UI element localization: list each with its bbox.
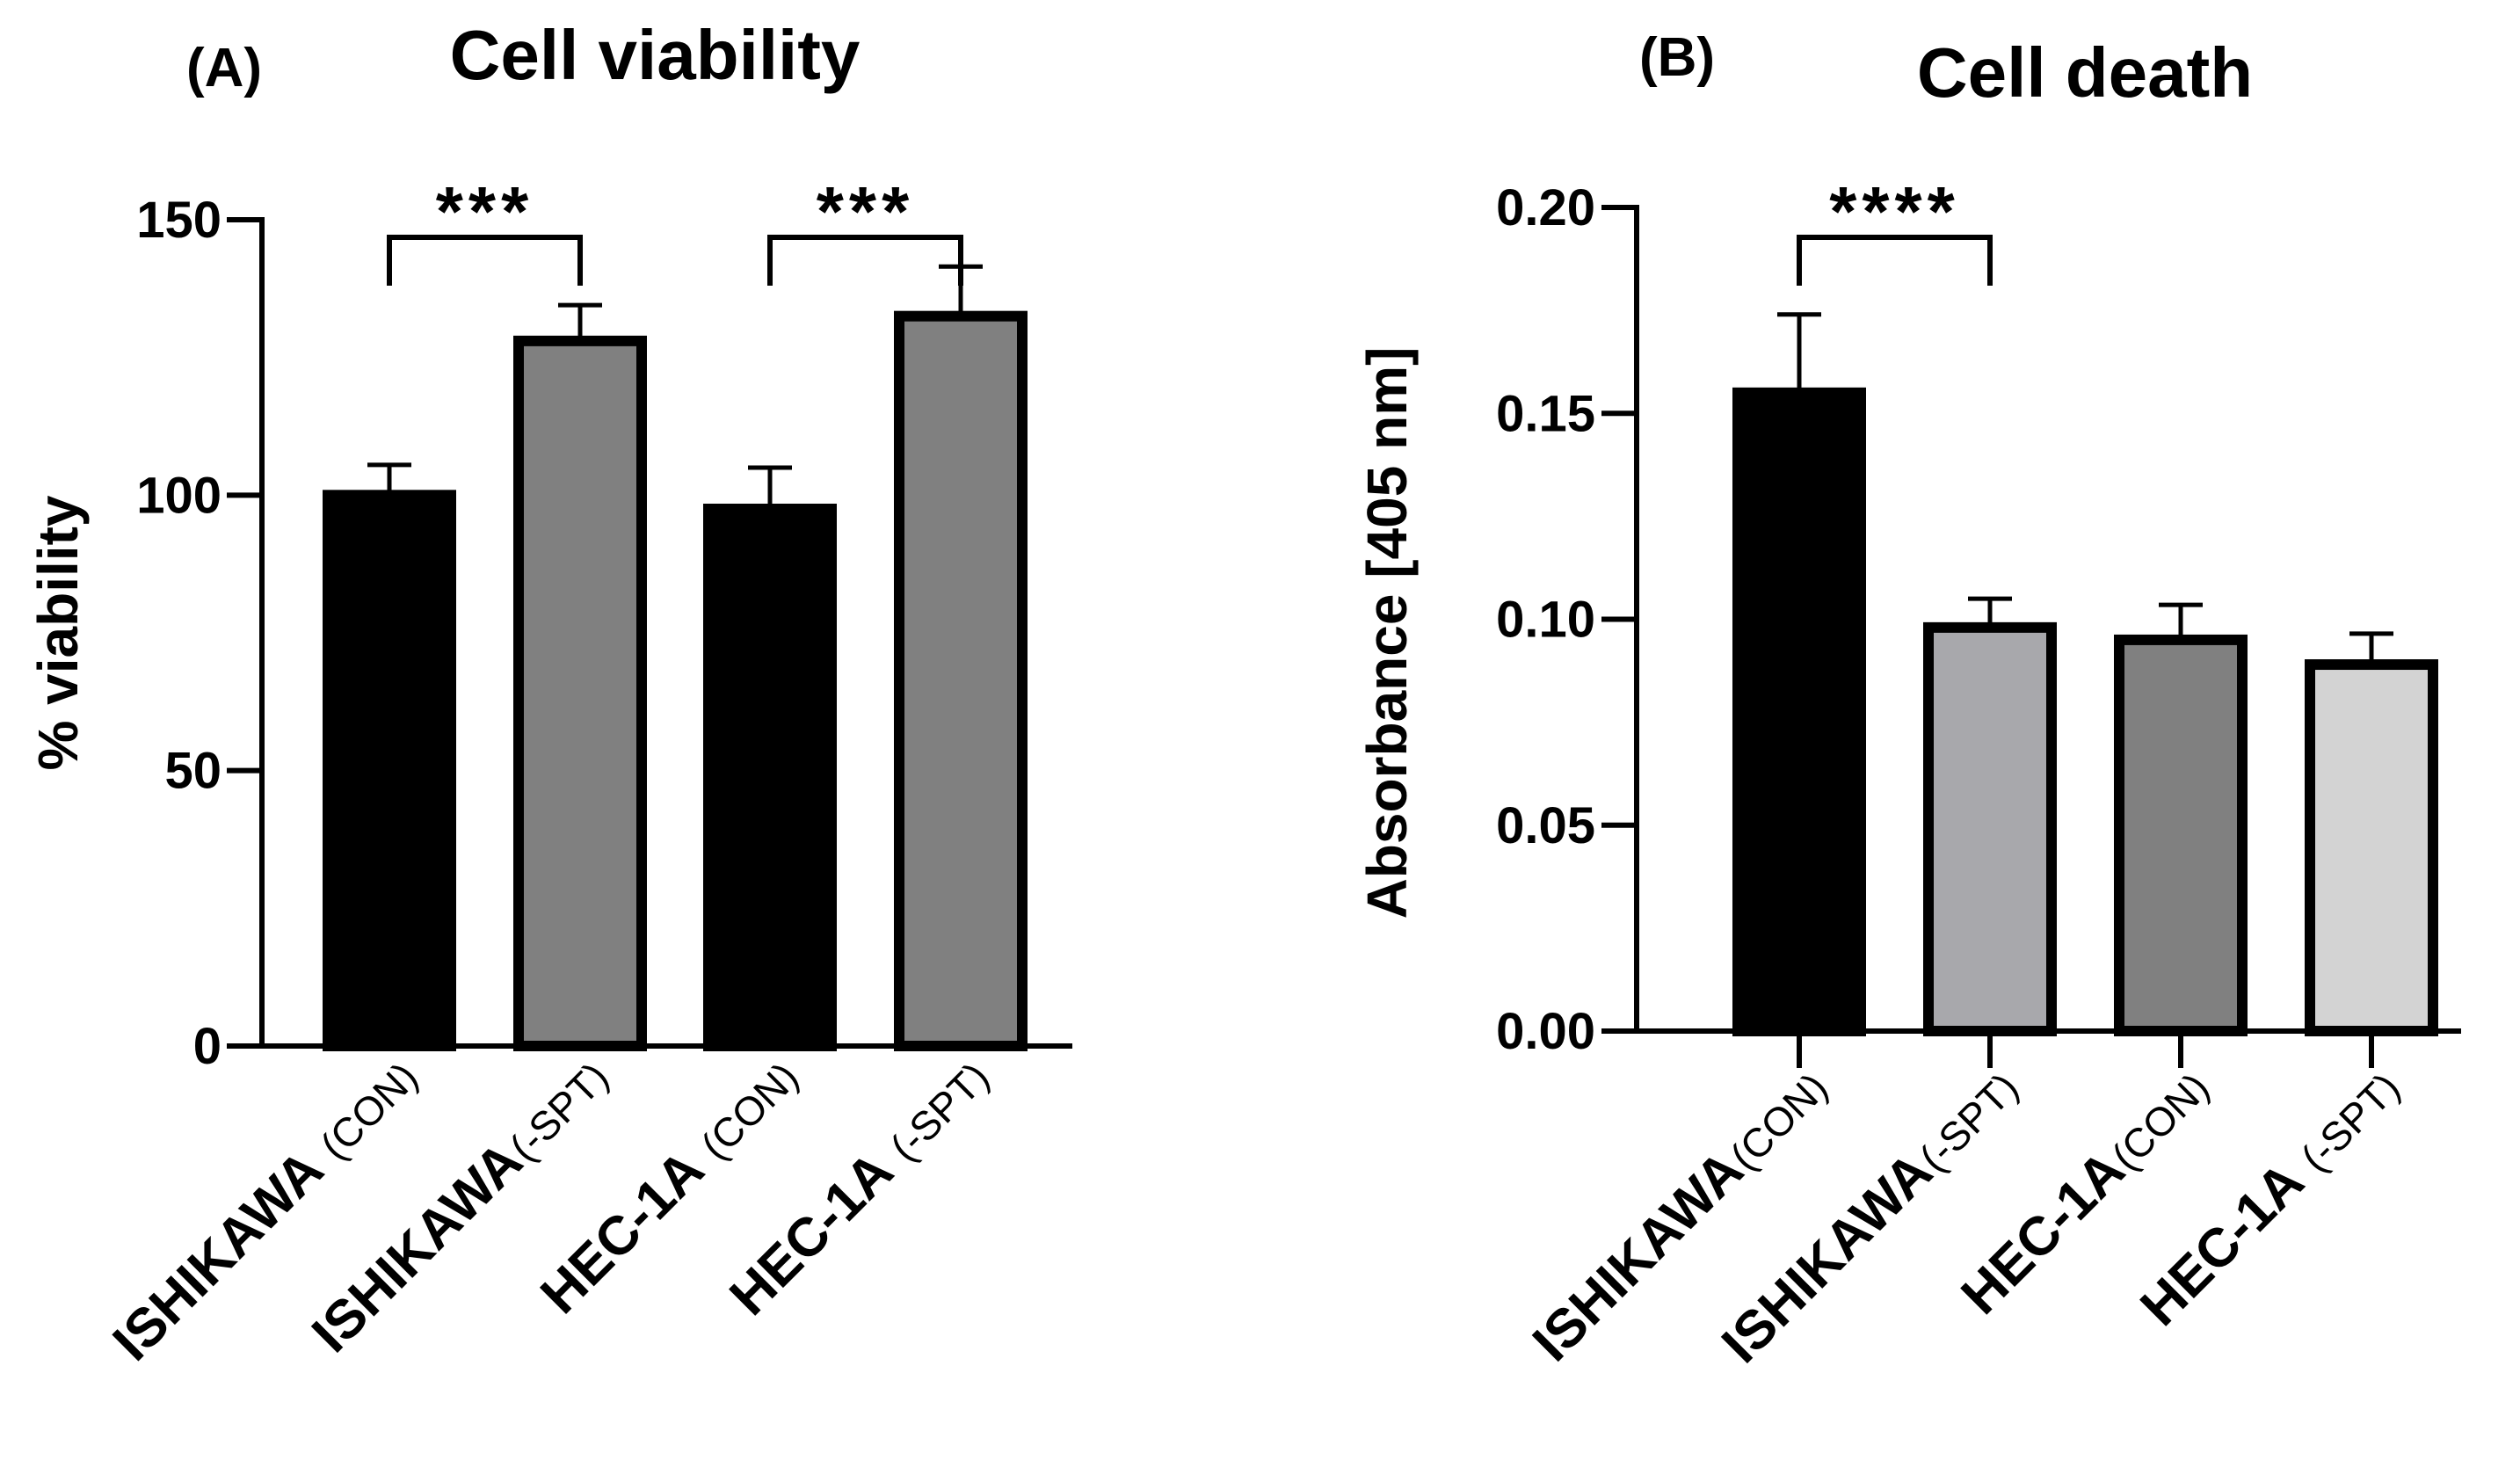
panel-a: (A) Cell viability % viability 0 50 100 150 ***… bbox=[26, 16, 1072, 1372]
panel-label: (A) bbox=[186, 38, 262, 98]
x-tick-label-sub: (-SPT) bbox=[2292, 1064, 2409, 1181]
panel-b: (B) Cell death Absorbance [405 nm] 0.00 0.05… bbox=[1355, 27, 2461, 1375]
bar bbox=[1923, 621, 2057, 1036]
x-tick-label-main: HEC-1A bbox=[2129, 1151, 2315, 1338]
bar bbox=[2305, 659, 2438, 1036]
y-tick-label: 0.20 bbox=[1496, 179, 1595, 236]
y-tick-label: 50 bbox=[164, 743, 221, 800]
x-tick-label-sub: (CON) bbox=[1721, 1064, 1836, 1179]
y-axis-label: Absorbance [405 nm] bbox=[1355, 347, 1419, 919]
y-tick-label: 0 bbox=[193, 1018, 221, 1075]
y-tick-label: 100 bbox=[136, 467, 221, 524]
chart-title: Cell viability bbox=[450, 16, 861, 94]
x-tick-label-sub: (-SPT) bbox=[501, 1053, 618, 1170]
y-tick-label: 150 bbox=[136, 192, 221, 249]
bar bbox=[2114, 634, 2248, 1036]
significance-label: *** bbox=[817, 172, 914, 251]
y-axis-label: % viability bbox=[26, 495, 90, 770]
bar bbox=[894, 310, 1028, 1051]
significance-bracket bbox=[387, 235, 583, 286]
bar bbox=[513, 335, 647, 1052]
x-tick-label-sub: (-SPT) bbox=[1911, 1064, 2028, 1181]
y-tick-label: 0.10 bbox=[1496, 592, 1595, 649]
y-tick-label: 0.05 bbox=[1496, 797, 1595, 854]
x-tick-label-sub: (-SPT) bbox=[882, 1053, 999, 1170]
x-tick-label-main: ISHIKAWA bbox=[301, 1130, 534, 1364]
x-tick-label: ISHIKAWA(-SPT) bbox=[1710, 1056, 2030, 1375]
panel-label: (B) bbox=[1639, 27, 1715, 88]
x-tick-label-sub: (CON) bbox=[311, 1053, 426, 1168]
y-tick-label: 0.00 bbox=[1496, 1003, 1595, 1060]
significance-label: *** bbox=[436, 172, 534, 251]
x-tick-label-sub: (CON) bbox=[2102, 1064, 2218, 1179]
x-tick-label-sub: (CON) bbox=[692, 1053, 807, 1168]
significance-label: **** bbox=[1829, 172, 1960, 251]
chart-title: Cell death bbox=[1917, 33, 2253, 112]
x-tick-label-main: ISHIKAWA bbox=[102, 1139, 336, 1373]
x-tick-label-main: HEC-1A bbox=[718, 1141, 904, 1327]
y-tick-label: 0.15 bbox=[1496, 385, 1595, 442]
significance-bracket bbox=[767, 235, 963, 286]
x-tick-label-main: HEC-1A bbox=[1950, 1139, 2137, 1326]
bar bbox=[1732, 387, 1866, 1036]
x-tick-label-main: HEC-1A bbox=[529, 1139, 715, 1326]
bar bbox=[703, 504, 837, 1051]
significance-bracket bbox=[1797, 235, 1993, 286]
bar bbox=[323, 490, 456, 1051]
